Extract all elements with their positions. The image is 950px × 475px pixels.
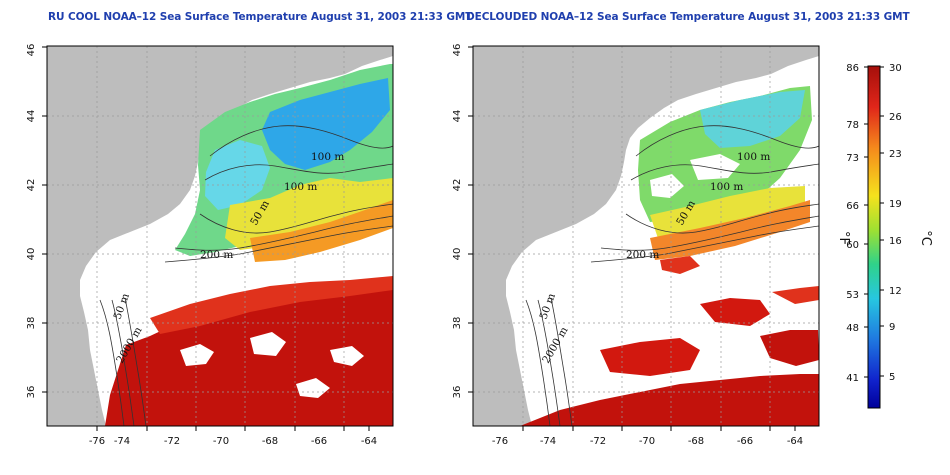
left-cloud-patch: [180, 344, 214, 366]
right-lat-tick: 40: [452, 248, 463, 261]
right-tick-marks: [468, 46, 796, 431]
right-lon-tick: -66: [737, 436, 753, 447]
left-lon-tick: -68: [262, 436, 278, 447]
right-sst-warm: [600, 338, 700, 376]
left-lon-tick: -66: [311, 436, 327, 447]
fahrenheit-tick: 48: [846, 323, 859, 334]
colorbar-gradient: [867, 65, 881, 409]
left-sst-warm-light: [150, 276, 393, 334]
left-cloud-patch: [296, 378, 330, 398]
fahrenheit-tick: 41: [846, 373, 859, 384]
right-sst-cyan: [700, 90, 805, 148]
fahrenheit-tick: 53: [846, 290, 859, 301]
fahrenheit-tick: 66: [846, 201, 859, 212]
left-depth-contours: [99, 125, 393, 426]
left-lon-tick: -76: [89, 436, 105, 447]
right-map-title: DECLOUDED NOAA–12 Sea Surface Temperatur…: [466, 11, 910, 23]
right-map-panel: 100 m 100 m 50 m 200 m 50 m 2000 m -76 -…: [452, 44, 820, 447]
right-contour-label: 100 m: [737, 151, 770, 163]
left-cloud-patch: [330, 346, 364, 366]
right-lon-tick: -70: [639, 436, 655, 447]
celsius-tick: 16: [889, 236, 902, 247]
right-lon-tick: -72: [590, 436, 606, 447]
celsius-tick: 5: [889, 372, 895, 383]
colorbar-tick-marks: [864, 66, 884, 378]
celsius-tick: 23: [889, 149, 902, 160]
right-lat-tick: 42: [452, 179, 463, 192]
right-contour-label: 100 m: [710, 181, 743, 193]
left-sst-cyan: [205, 140, 270, 210]
right-sst-orange: [650, 200, 810, 260]
right-cloud-patch: [690, 154, 740, 180]
celsius-tick: 9: [889, 322, 895, 333]
right-lat-tick: 46: [452, 44, 463, 57]
right-lat-tick: 38: [452, 317, 463, 330]
right-sst-warm: [520, 374, 819, 426]
temperature-colorbar: 86 78 73 66 60 53 48 41 30 26 23 19 16 1…: [836, 63, 933, 409]
left-contour-label: 200 m: [200, 249, 233, 261]
left-map-panel: 100 m 100 m 50 m 200 m 50 m 2000 m -76: [26, 44, 394, 447]
right-depth-contours: [525, 125, 819, 426]
left-lon-tick: -70: [213, 436, 229, 447]
right-lon-tick: -68: [688, 436, 704, 447]
right-lat-tick: 36: [452, 386, 463, 399]
right-sst-warm: [660, 256, 700, 274]
left-tick-marks: [42, 46, 370, 431]
right-graticule: [473, 46, 819, 426]
left-lat-tick: 42: [26, 179, 37, 192]
right-sst-warm: [700, 298, 770, 326]
left-lon-tick: -72: [164, 436, 180, 447]
left-lon-tick: -64: [361, 436, 377, 447]
left-graticule: [47, 46, 393, 426]
right-sst-warm: [760, 330, 819, 366]
left-map-frame: [46, 45, 394, 427]
celsius-tick: 30: [889, 63, 902, 74]
right-map-frame: [472, 45, 820, 427]
left-lat-tick: 46: [26, 44, 37, 57]
left-lat-tick: 38: [26, 317, 37, 330]
left-map-title: RU COOL NOAA–12 Sea Surface Temperature …: [48, 11, 473, 23]
right-lat-tick: 44: [452, 110, 463, 123]
left-sst-yellow: [225, 178, 393, 250]
fahrenheit-tick: 73: [846, 153, 859, 164]
fahrenheit-tick: 86: [846, 63, 859, 74]
right-lon-tick: -76: [492, 436, 508, 447]
left-cloud-patch: [250, 332, 286, 356]
right-contour-label: 200 m: [626, 249, 659, 261]
left-lon-tick: -74: [114, 436, 130, 447]
right-land: [473, 46, 819, 426]
left-sst-orange: [250, 200, 393, 262]
left-lat-tick: 44: [26, 110, 37, 123]
right-sst-warm: [772, 286, 819, 304]
left-contour-label: 100 m: [284, 181, 317, 193]
fahrenheit-tick: 60: [846, 240, 859, 251]
left-contour-label: 100 m: [311, 151, 344, 163]
left-sst-blue: [262, 78, 390, 170]
right-lon-tick: -64: [787, 436, 803, 447]
right-sst-yellow: [650, 186, 805, 244]
celsius-tick: 19: [889, 199, 902, 210]
celsius-tick: 26: [889, 112, 902, 123]
celsius-tick: 12: [889, 286, 902, 297]
left-lat-tick: 36: [26, 386, 37, 399]
left-land: [47, 46, 393, 426]
fahrenheit-tick: 78: [846, 120, 859, 131]
left-lat-tick: 40: [26, 248, 37, 261]
celsius-unit-label: °C: [918, 230, 933, 246]
right-cloud-patch: [650, 174, 684, 198]
fahrenheit-unit-label: °F: [836, 231, 851, 245]
right-lon-tick: -74: [540, 436, 556, 447]
